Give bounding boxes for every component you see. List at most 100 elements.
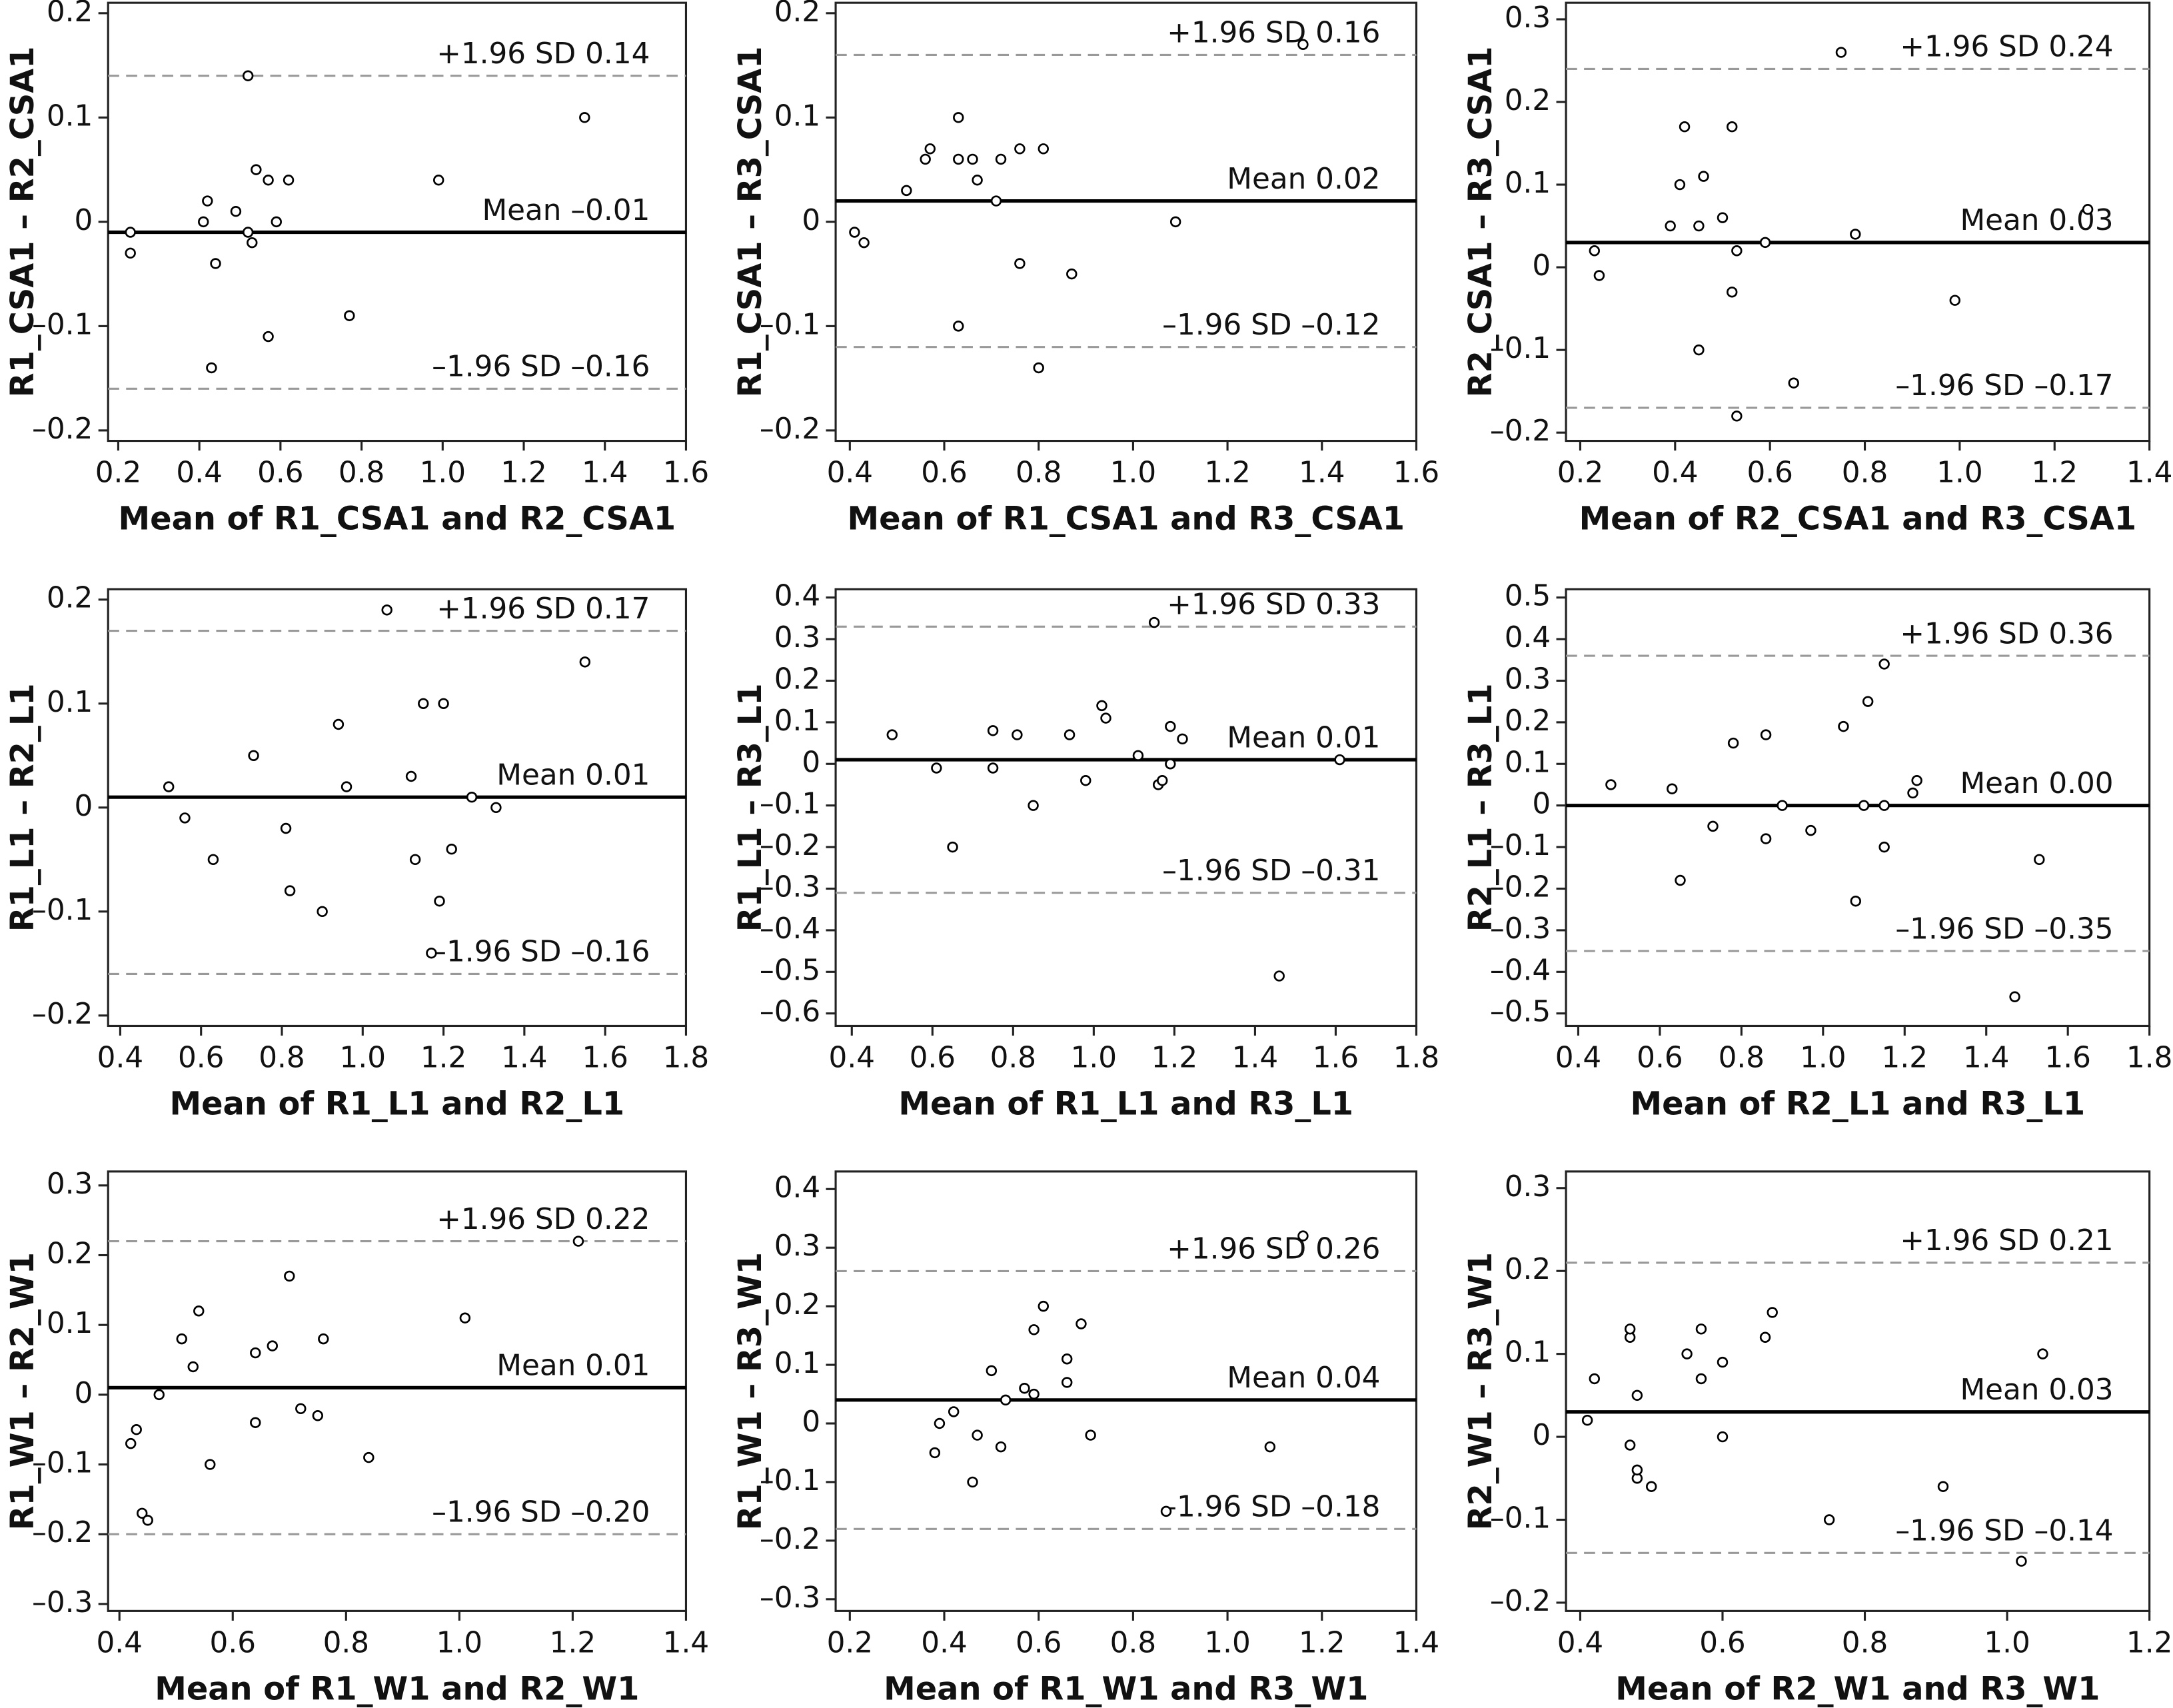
- point: [1878, 800, 1890, 811]
- line-label: +1.96 SD 0.17: [436, 592, 650, 626]
- point: [579, 112, 590, 123]
- plot-frame: [107, 1170, 688, 1612]
- point: [242, 227, 254, 238]
- point: [1835, 47, 1847, 58]
- plot-frame: [834, 1, 1418, 442]
- x-tick-label: 0.8: [323, 1625, 369, 1659]
- x-tick-label: 1.2: [550, 1625, 596, 1659]
- point: [250, 1417, 261, 1428]
- point: [2034, 854, 2045, 866]
- line-label: –1.96 SD –0.14: [1895, 1514, 2113, 1548]
- point: [1838, 720, 1849, 732]
- y-tick-label: –0.3: [32, 1585, 93, 1619]
- point: [163, 781, 175, 792]
- point: [934, 1417, 946, 1429]
- point: [1028, 1324, 1040, 1335]
- y-tick-label: 0.1: [1505, 745, 1551, 779]
- y-tick-label: 0.1: [47, 1306, 93, 1340]
- y-tick-label: 0.4: [774, 579, 820, 613]
- point: [1080, 775, 1091, 786]
- y-axis-label: R1_L1 – R2_L1: [5, 683, 41, 932]
- point: [1624, 1323, 1636, 1335]
- x-tick-label: 1.6: [2044, 1040, 2090, 1074]
- y-tick-label: 0.2: [1505, 83, 1551, 117]
- point: [434, 896, 445, 907]
- point: [418, 698, 429, 709]
- point: [1850, 896, 1862, 907]
- x-axis-label: Mean of R2_CSA1 and R3_CSA1: [1579, 501, 2137, 538]
- y-tick-label: –0.2: [760, 1522, 820, 1556]
- x-tick-label: 0.8: [1719, 1040, 1765, 1074]
- point: [1028, 800, 1039, 811]
- x-tick-label: 0.2: [95, 455, 141, 489]
- point: [466, 791, 478, 803]
- point: [572, 1236, 584, 1247]
- point: [284, 885, 296, 896]
- line-label: –1.96 SD –0.20: [432, 1495, 650, 1529]
- y-axis-label: R1_W1 – R3_W1: [732, 1252, 769, 1530]
- point: [198, 216, 209, 228]
- point: [176, 1333, 187, 1345]
- point: [1148, 616, 1160, 628]
- x-tick-label: 0.8: [1842, 1625, 1888, 1659]
- point: [1907, 787, 1918, 799]
- point: [1085, 1429, 1096, 1441]
- y-tick-label: 0.1: [1505, 166, 1551, 200]
- point: [1759, 237, 1771, 249]
- x-tick-label: 0.6: [921, 455, 967, 489]
- point: [1760, 833, 1772, 844]
- point: [1631, 1464, 1643, 1476]
- point: [1061, 1377, 1073, 1388]
- y-tick-label: –0.5: [760, 953, 820, 987]
- x-tick-label: 1.4: [501, 1040, 547, 1074]
- point: [295, 1403, 307, 1415]
- x-tick-label: 1.4: [1393, 1625, 1439, 1659]
- y-tick-label: 0.2: [774, 662, 820, 696]
- y-tick-label: –0.5: [1490, 995, 1551, 1029]
- y-tick-label: –0.2: [760, 412, 820, 446]
- x-tick-label: 1.4: [1299, 455, 1345, 489]
- x-tick-label: 0.6: [178, 1040, 224, 1074]
- x-tick-label: 0.4: [176, 455, 222, 489]
- line-label: Mean 0.04: [1227, 1361, 1380, 1395]
- x-tick-label: 0.8: [339, 455, 384, 489]
- x-axis-label: Mean of R2_L1 and R3_L1: [1631, 1086, 2086, 1123]
- point: [205, 1459, 216, 1470]
- point: [283, 175, 295, 186]
- point: [1019, 1383, 1030, 1394]
- line-label: +1.96 SD 0.26: [1167, 1232, 1380, 1266]
- point: [1949, 295, 1961, 306]
- point: [1693, 220, 1705, 232]
- point: [1581, 1414, 1593, 1426]
- point: [1777, 800, 1788, 811]
- y-tick-label: –0.1: [32, 1446, 93, 1480]
- x-tick-label: 0.4: [827, 455, 873, 489]
- x-tick-label: 1.0: [1204, 1625, 1250, 1659]
- y-tick-label: 0.2: [47, 0, 93, 29]
- line-label: –1.96 SD –0.17: [1895, 369, 2113, 403]
- point: [250, 1347, 261, 1359]
- line-label: +1.96 SD 0.14: [436, 37, 650, 71]
- point: [409, 854, 421, 866]
- point: [1823, 1514, 1835, 1525]
- point: [1033, 362, 1044, 374]
- line-label: –1.96 SD –0.35: [1895, 912, 2113, 946]
- x-tick-label: 0.8: [990, 1040, 1036, 1074]
- x-axis-label: Mean of R1_L1 and R3_L1: [898, 1086, 1353, 1123]
- point: [271, 216, 282, 228]
- point: [995, 153, 1007, 165]
- point: [1014, 143, 1026, 155]
- line-label: +1.96 SD 0.16: [1167, 16, 1380, 50]
- y-tick-label: –0.3: [760, 1581, 820, 1615]
- point: [318, 1333, 329, 1345]
- x-tick-label: 1.2: [1299, 1625, 1345, 1659]
- y-tick-label: 0.5: [1505, 579, 1551, 613]
- point: [142, 1515, 153, 1526]
- point: [284, 1270, 295, 1282]
- point: [1731, 245, 1743, 257]
- x-tick-label: 1.6: [663, 455, 709, 489]
- line-label: +1.96 SD 0.21: [1900, 1224, 2113, 1258]
- point: [1850, 229, 1861, 240]
- point: [995, 1441, 1007, 1453]
